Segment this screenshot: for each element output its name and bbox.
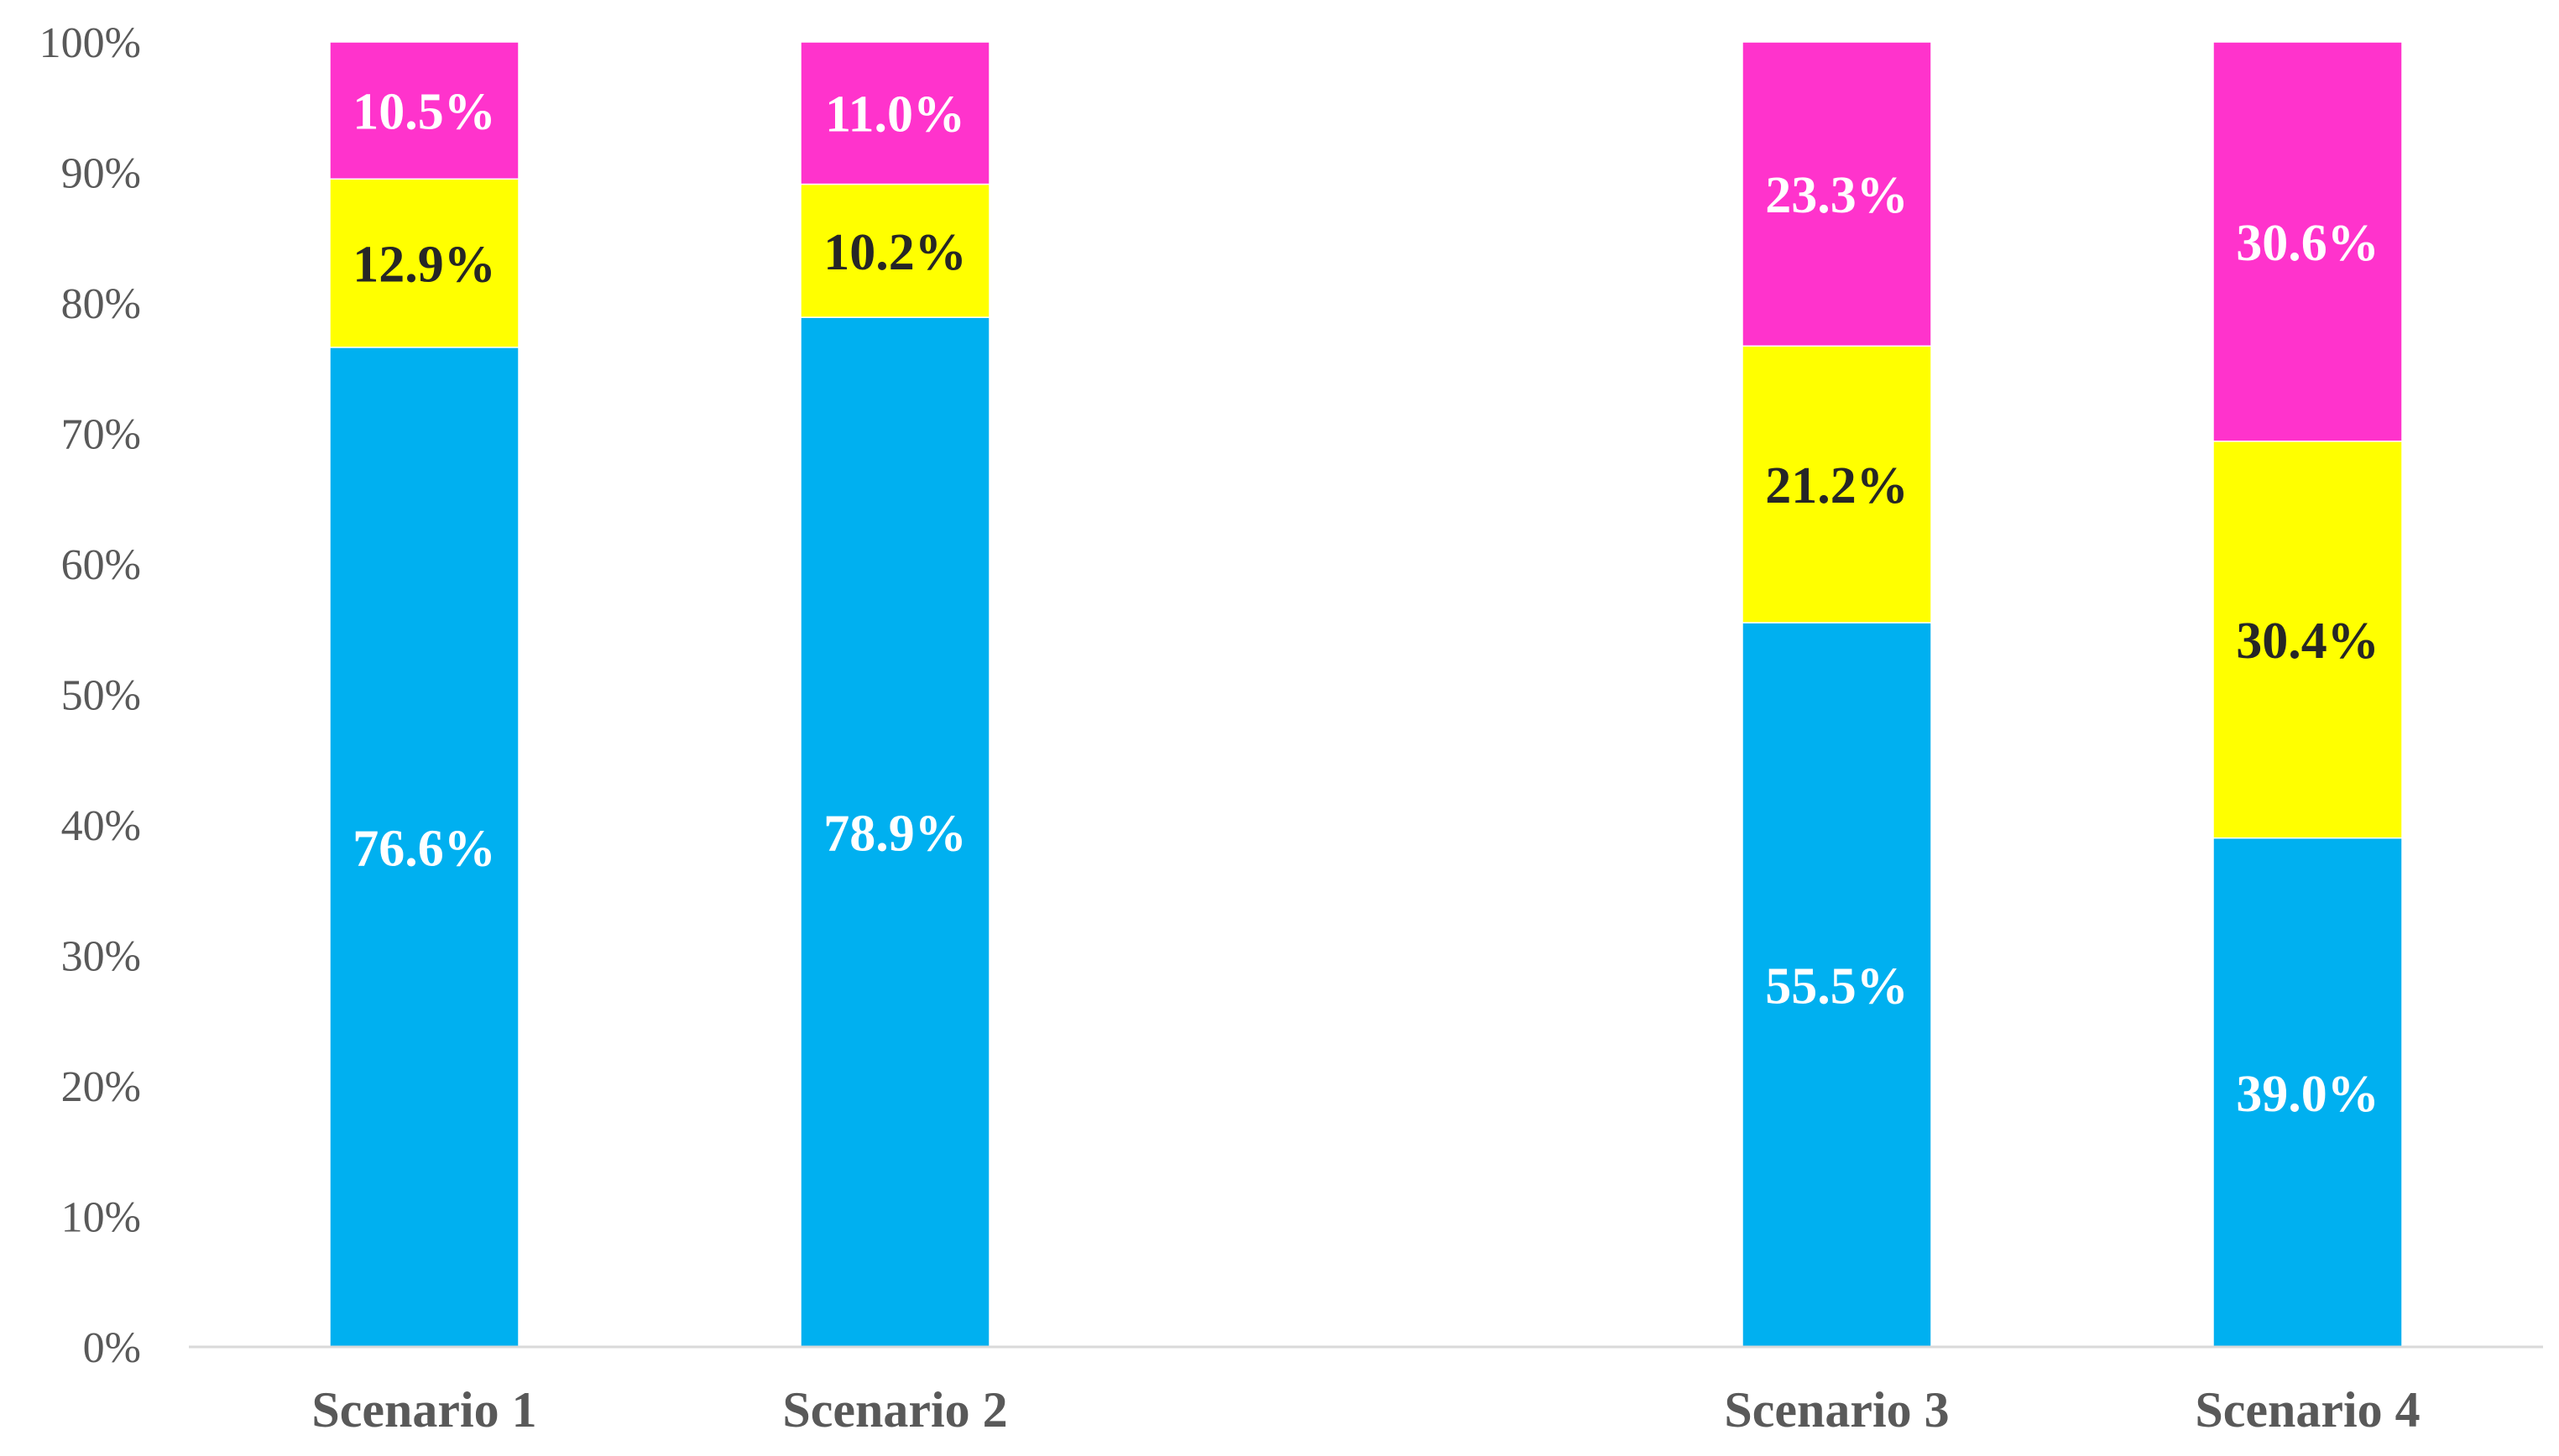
bar-segment [329,178,520,348]
y-tick-label: 0% [83,1324,141,1372]
data-labels: 76.6% 12.9% 10.5% 78.9% 10.2% 11.0% 55.5% 21.2%… [353,84,2379,1123]
data-label: 21.2% [1765,457,1909,514]
y-tick-label: 20% [61,1063,141,1111]
data-label: 55.5% [1765,958,1909,1015]
bars [329,41,2403,1348]
y-axis-ticks: 0% 10% 20% 30% 40% 50% 60% 70% 80% 90% 100% [39,19,141,1372]
category-label: Scenario 1 [311,1382,536,1438]
bar-segment [2212,837,2403,1348]
data-label: 30.4% [2236,613,2379,670]
bar-segment [1742,622,1932,1348]
data-label: 76.6% [353,820,496,877]
bar-segment [2212,441,2403,839]
bar-segment [800,316,990,1348]
data-label: 39.0% [2236,1066,2379,1123]
y-tick-label: 50% [61,672,141,720]
y-tick-label: 60% [61,541,141,589]
bar-segment [329,347,520,1348]
data-label: 11.0% [825,86,965,144]
bar-segment [1742,345,1932,624]
y-tick-label: 100% [39,19,141,67]
y-tick-label: 30% [61,933,141,981]
category-label: Scenario 4 [2195,1382,2420,1438]
data-label: 23.3% [1765,167,1909,224]
category-label: Scenario 2 [782,1382,1007,1438]
category-label: Scenario 3 [1724,1382,1949,1438]
bar-segment [800,183,990,318]
data-label: 10.5% [353,84,496,141]
y-tick-label: 70% [61,411,141,459]
y-tick-label: 80% [61,280,141,328]
data-label: 12.9% [353,237,496,294]
data-label: 30.6% [2236,215,2379,272]
bar-segment [1742,41,1932,347]
y-tick-label: 40% [61,802,141,850]
bar-segment [2212,41,2403,442]
bar-segment [329,41,520,180]
data-label: 78.9% [823,806,967,863]
category-labels: Scenario 1 Scenario 2 Scenario 3 Scenario 4 [311,1382,2420,1438]
y-tick-label: 90% [61,150,141,198]
data-label: 10.2% [823,224,967,281]
bar-segment [800,41,990,185]
y-tick-label: 10% [61,1194,141,1242]
